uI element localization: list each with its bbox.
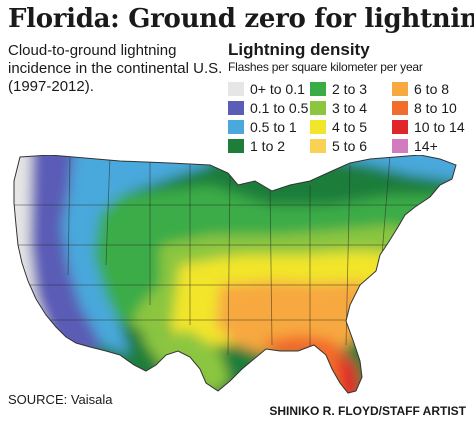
- us-lightning-map: [13, 155, 457, 394]
- legend-label: 8 to 10: [414, 100, 457, 116]
- legend-item: 2 to 3: [310, 80, 367, 98]
- legend-item: 0.5 to 1: [228, 118, 297, 136]
- legend-swatch: [392, 82, 408, 96]
- legend-swatch: [310, 82, 326, 96]
- legend-item: 6 to 8: [392, 80, 449, 98]
- legend-label: 0.5 to 1: [250, 119, 297, 135]
- legend-label: 1 to 2: [250, 138, 286, 154]
- legend-item: 0+ to 0.1: [228, 80, 305, 98]
- source-note: SOURCE: Vaisala: [8, 392, 113, 407]
- legend-subtitle: Flashes per square kilometer per year: [228, 60, 423, 74]
- legend-item: 3 to 4: [310, 99, 367, 117]
- legend-item: 8 to 10: [392, 99, 457, 117]
- legend-swatch: [228, 82, 244, 96]
- legend-label: 3 to 4: [332, 100, 368, 116]
- legend-swatch: [228, 101, 244, 115]
- legend: 0+ to 0.1 0.1 to 0.5 0.5 to 1 1 to 2 2 to 3 3…: [228, 80, 468, 190]
- legend-label: 0+ to 0.1: [250, 81, 305, 97]
- legend-title: Lightning density: [228, 40, 370, 59]
- legend-item: 10 to 14: [392, 118, 465, 136]
- legend-item: 1 to 2: [228, 137, 285, 155]
- subtitle: Cloud-to-ground lightning incidence in t…: [8, 42, 223, 95]
- legend-label: 0.1 to 0.5: [250, 100, 309, 116]
- legend-swatch: [310, 120, 326, 134]
- legend-label: 14+: [414, 138, 438, 154]
- legend-swatch: [310, 139, 326, 153]
- legend-label: 2 to 3: [332, 81, 368, 97]
- legend-label: 5 to 6: [332, 138, 368, 154]
- legend-swatch: [228, 139, 244, 153]
- legend-swatch: [310, 101, 326, 115]
- legend-swatch: [392, 101, 408, 115]
- legend-swatch: [392, 139, 408, 153]
- legend-item: 5 to 6: [310, 137, 367, 155]
- page-title: Florida: Ground zero for lightning: [8, 4, 474, 34]
- legend-label: 10 to 14: [414, 119, 465, 135]
- artist-credit: SHINIKO R. FLOYD/STAFF ARTIST: [269, 404, 466, 418]
- legend-label: 6 to 8: [414, 81, 450, 97]
- legend-item: 0.1 to 0.5: [228, 99, 308, 117]
- legend-swatch: [392, 120, 408, 134]
- legend-item: 14+: [392, 137, 438, 155]
- legend-swatch: [228, 120, 244, 134]
- legend-item: 4 to 5: [310, 118, 367, 136]
- legend-label: 4 to 5: [332, 119, 368, 135]
